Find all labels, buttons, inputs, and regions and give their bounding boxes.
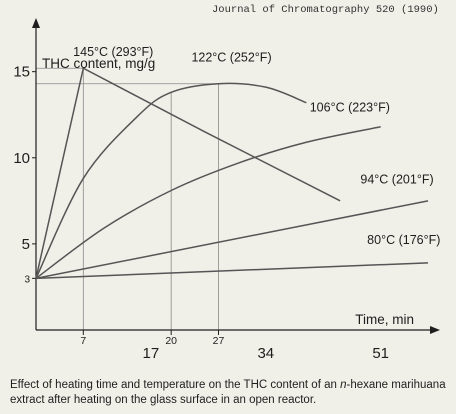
series-lines [35,67,429,280]
y-axis-arrow [32,18,40,28]
series-line-3 [35,200,429,280]
y-tick-label-3: 3 [24,274,30,285]
x-axis-title: Time, min [355,312,414,327]
y-axis-title: THC content, mg/g [42,56,155,71]
series-label-4: 80°C (176°F) [367,233,440,247]
caption-italic: n [340,379,347,391]
chart-text: 3 5 10 15 7 20 27 17 34 51 145°C (293°F) 122°C (252… [13,45,440,362]
y-tick-label-5: 5 [22,236,30,253]
figure-caption: Effect of heating time and temperature o… [10,378,450,408]
series-label-0: 145°C (293°F) [73,45,153,59]
thc-line-chart: 3 5 10 15 7 20 27 17 34 51 145°C (293°F) 122°C (252… [13,18,440,362]
series-line-2 [35,126,381,279]
x-major-label-17: 17 [143,345,160,362]
series-line-0 [35,67,341,279]
series-line-1 [35,82,307,279]
y-tick-label-15: 15 [13,64,30,81]
axes [32,18,440,335]
caption-text-start: Effect of heating time and temperature o… [10,379,341,391]
x-axis-arrow [430,326,440,334]
x-major-label-34: 34 [257,345,274,362]
x-minor-label-20: 20 [165,335,177,347]
series-line-4 [35,262,429,280]
reference-lines [36,67,219,330]
x-minor-label-27: 27 [213,335,225,347]
x-minor-label-7: 7 [80,335,86,347]
caption-text-end: -hexane marihuana extract after heating … [10,379,446,406]
x-major-label-51: 51 [372,345,389,362]
series-label-3: 94°C (201°F) [360,173,433,187]
series-label-2: 106°C (223°F) [310,100,390,114]
journal-header: Journal of Chromatography 520 (1990) [212,4,439,16]
y-tick-label-10: 10 [13,150,30,167]
series-label-1: 122°C (252°F) [191,50,271,64]
